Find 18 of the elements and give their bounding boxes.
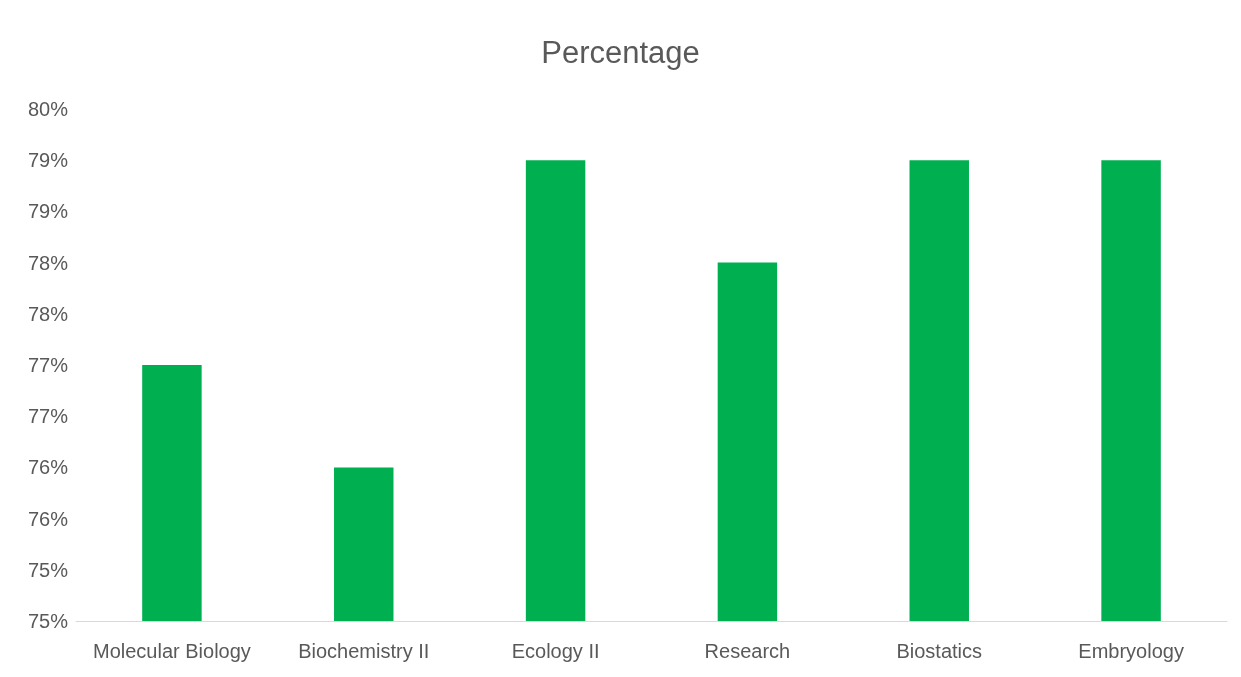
- y-tick-label: 78%: [27, 251, 69, 274]
- y-tick-label: 77%: [27, 354, 69, 376]
- y-tick-label: 75%: [27, 558, 69, 581]
- x-tick-label: Research: [704, 640, 791, 662]
- chart-title: Percentage: [541, 35, 700, 70]
- x-tick-label: Embryology: [1078, 640, 1184, 662]
- x-tick-label: Molecular Biology: [92, 640, 251, 662]
- y-tick-label: 79%: [27, 149, 69, 172]
- x-tick-label: Ecology II: [511, 640, 600, 662]
- y-tick-label: 75%: [27, 610, 69, 632]
- y-tick-label: 76%: [27, 507, 69, 530]
- y-tick-label: 78%: [27, 302, 69, 325]
- y-tick-label: 79%: [27, 200, 69, 223]
- y-tick-label: 80%: [27, 98, 69, 120]
- y-tick-label: 76%: [27, 456, 69, 479]
- x-tick-label: Biochemistry II: [298, 640, 430, 662]
- x-tick-label: Biostatics: [896, 640, 983, 662]
- y-tick-label: 77%: [27, 405, 69, 428]
